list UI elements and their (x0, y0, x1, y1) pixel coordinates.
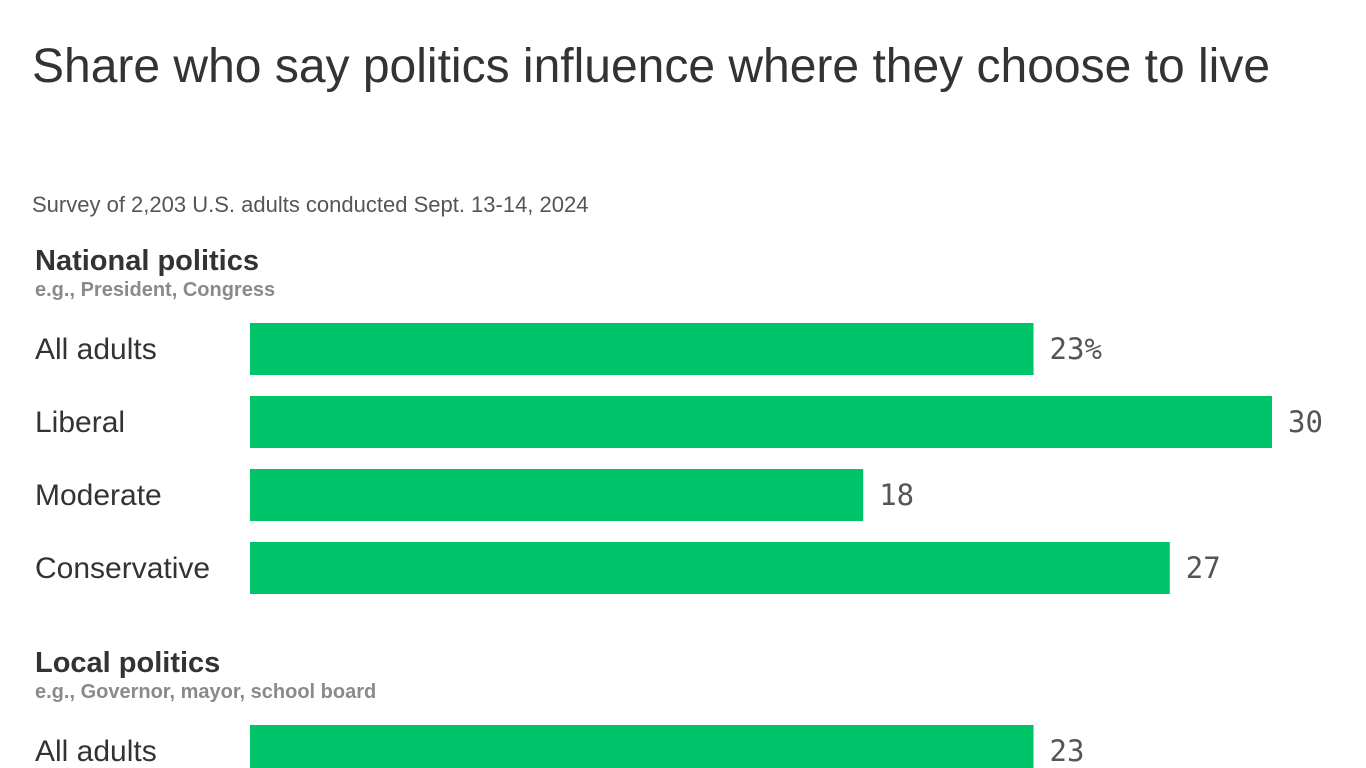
bar (250, 323, 1034, 375)
bar (250, 396, 1272, 448)
bar (250, 469, 864, 521)
value-label: 23% (1050, 332, 1102, 366)
category-label: All adults (35, 735, 157, 768)
value-label: 18 (879, 478, 914, 512)
bar (250, 725, 1034, 768)
section-title: Local politics (35, 647, 220, 679)
section-note: e.g., Governor, mayor, school board (35, 681, 376, 703)
category-label: Conservative (35, 552, 210, 585)
section-title: National politics (35, 245, 259, 277)
value-label: 23 (1050, 734, 1085, 768)
chart-title: Share who say politics influence where t… (32, 40, 1271, 93)
category-label: Moderate (35, 479, 162, 512)
value-label: 30 (1288, 405, 1323, 439)
section-note: e.g., President, Congress (35, 279, 275, 301)
category-label: Liberal (35, 406, 125, 439)
value-label: 27 (1186, 551, 1221, 585)
category-label: All adults (35, 333, 157, 366)
chart-subtitle: Survey of 2,203 U.S. adults conducted Se… (32, 192, 589, 217)
bar (250, 542, 1170, 594)
